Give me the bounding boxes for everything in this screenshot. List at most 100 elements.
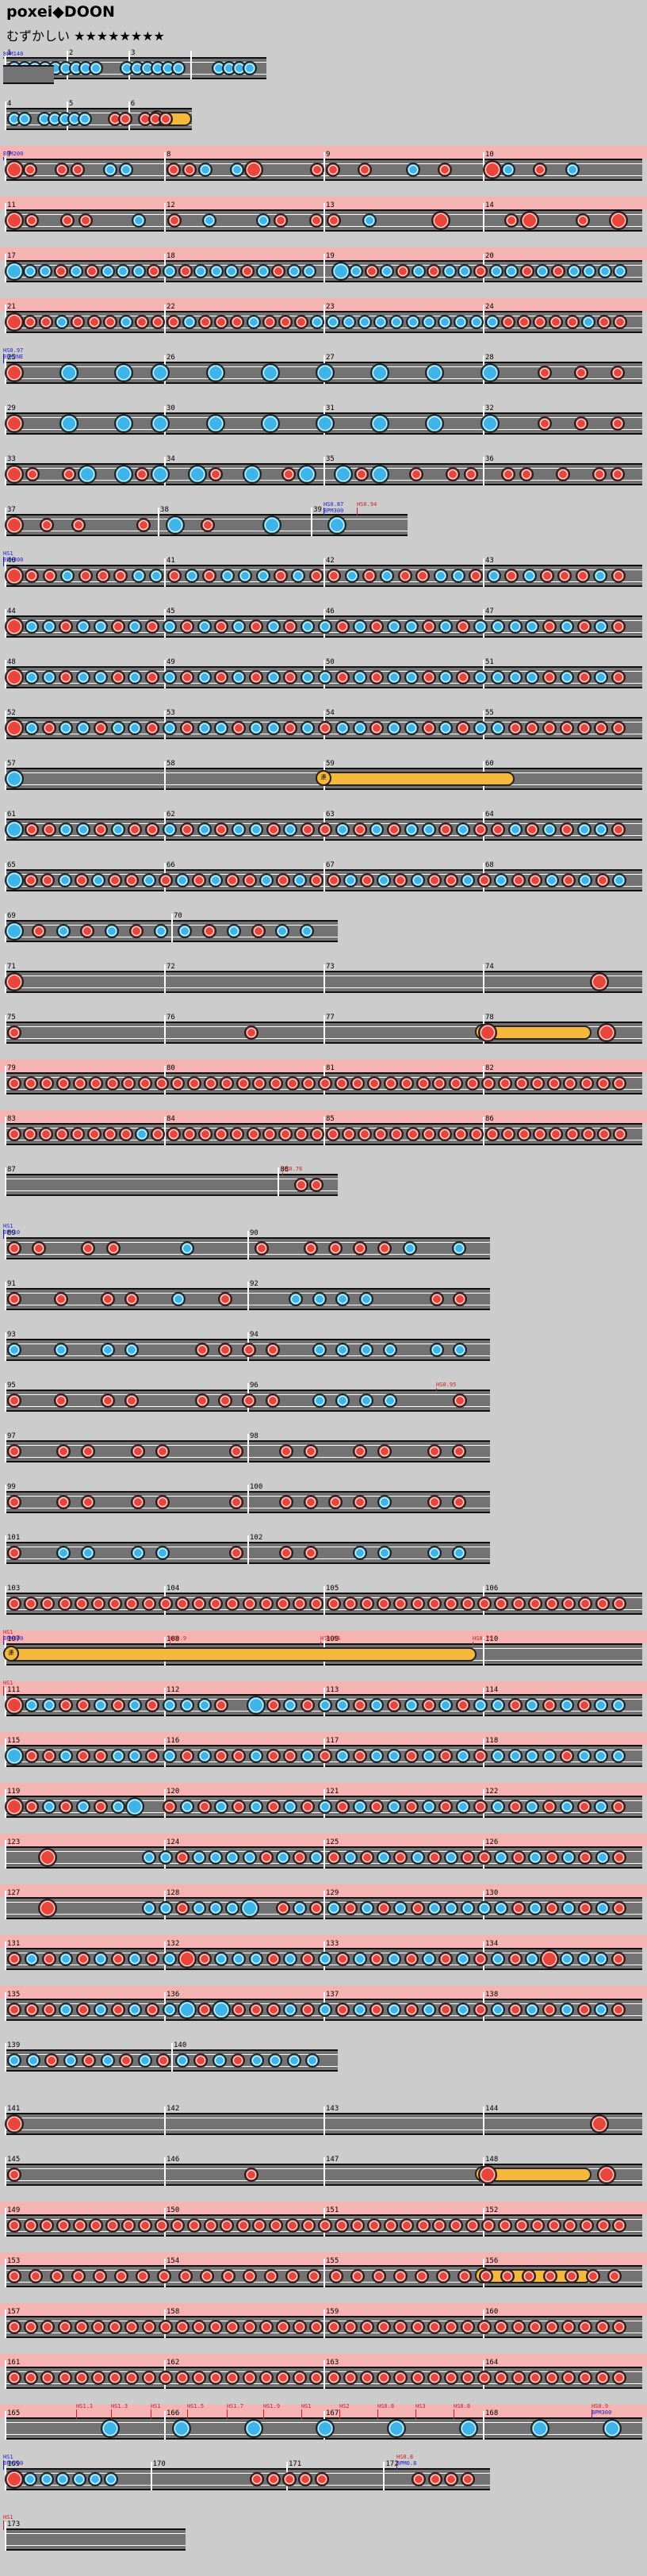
don-note — [25, 213, 40, 228]
ka-note — [249, 2053, 264, 2068]
don-note — [383, 2218, 398, 2233]
don-note — [537, 416, 552, 431]
don-note — [473, 1952, 488, 1966]
ka-note — [594, 2003, 609, 2017]
don-note — [318, 2218, 332, 2233]
bar-line — [324, 203, 325, 232]
don-note — [282, 2472, 297, 2486]
don-note — [453, 1292, 468, 1306]
don-note — [214, 670, 229, 684]
don-note — [243, 2168, 258, 2182]
big-ka-note — [5, 871, 24, 890]
ka-note — [110, 721, 125, 735]
don-note — [250, 2472, 265, 2486]
measure-number: 132 — [167, 1940, 180, 1948]
don-note — [456, 721, 471, 735]
don-note — [89, 1076, 104, 1091]
marker-tick — [76, 2409, 77, 2419]
bpm-marker: BPM140 — [3, 51, 24, 57]
don-note — [460, 2472, 475, 2486]
marker-tick — [3, 57, 4, 59]
don-note — [542, 1800, 557, 1814]
don-note — [170, 1076, 186, 1091]
ka-note — [301, 721, 316, 735]
bar-line — [483, 305, 484, 333]
ka-note — [7, 2053, 21, 2068]
ka-note — [38, 264, 53, 278]
measure-number: 149 — [7, 2206, 21, 2214]
ka-note — [387, 2003, 402, 2017]
don-note — [225, 1597, 240, 1611]
don-note — [301, 1800, 316, 1814]
don-note — [86, 315, 101, 329]
ka-note — [163, 721, 177, 735]
bar-line — [324, 863, 325, 891]
don-note — [350, 2269, 365, 2283]
don-note — [421, 670, 436, 684]
ka-note — [286, 264, 301, 278]
don-note — [60, 213, 75, 228]
ka-note — [59, 822, 74, 837]
measure-number: 21 — [7, 303, 16, 311]
don-note — [432, 2218, 447, 2233]
ka-note — [335, 1749, 350, 1763]
don-note — [352, 822, 367, 837]
big-don-note — [519, 211, 539, 230]
measure-number: 8 — [167, 151, 171, 159]
ka-note — [232, 822, 247, 837]
ka-note — [369, 1749, 385, 1763]
ka-note — [255, 264, 270, 278]
don-note — [121, 1076, 136, 1091]
bpm-marker: HS1 — [3, 1223, 13, 1229]
don-note — [7, 1546, 21, 1560]
bar-line — [324, 1586, 325, 1615]
don-note — [612, 2218, 627, 2233]
drumroll-bar — [316, 772, 515, 786]
ka-note — [362, 213, 377, 228]
ka-note — [490, 1749, 505, 1763]
don-note — [326, 873, 341, 887]
marker-tick — [3, 1229, 4, 1239]
ka-note — [404, 1698, 419, 1712]
don-note — [262, 315, 277, 329]
ka-note — [178, 924, 193, 938]
bar-line — [5, 1015, 6, 1044]
ka-note — [582, 264, 597, 278]
don-note — [335, 1800, 350, 1814]
big-don-note — [5, 1696, 24, 1715]
don-note — [82, 2053, 97, 2068]
don-note — [293, 2320, 308, 2334]
don-note — [24, 1597, 39, 1611]
bpm-marker: HS1 — [3, 550, 13, 557]
don-note — [611, 1850, 626, 1865]
ka-note — [358, 315, 373, 329]
don-note — [573, 416, 588, 431]
ka-note — [124, 1343, 139, 1357]
don-note — [25, 569, 40, 583]
don-note — [410, 2371, 425, 2385]
don-note — [358, 163, 373, 177]
don-note — [71, 163, 86, 177]
big-ka-note — [260, 363, 280, 382]
don-note — [231, 2053, 246, 2068]
measure-number: 130 — [485, 1889, 499, 1897]
bar-line — [5, 2411, 6, 2440]
don-note — [517, 1127, 532, 1141]
ka-note — [335, 1292, 350, 1306]
ka-note — [212, 2053, 227, 2068]
big-don-note — [596, 1023, 616, 1042]
don-note — [7, 2003, 21, 2017]
don-note — [611, 619, 626, 634]
ka-note — [542, 1749, 557, 1763]
bar-line — [324, 558, 325, 587]
ka-note — [326, 1901, 341, 1915]
ka-note — [507, 670, 523, 684]
bar-line — [164, 1015, 166, 1044]
don-note — [611, 1597, 626, 1611]
ka-note — [456, 822, 471, 837]
measure-number: 84 — [167, 1115, 175, 1123]
scroll-marker: HS0.76 — [282, 1166, 303, 1172]
don-note — [74, 2371, 89, 2385]
scroll-marker: HS0.8 — [377, 2403, 395, 2409]
don-note — [150, 1127, 165, 1141]
